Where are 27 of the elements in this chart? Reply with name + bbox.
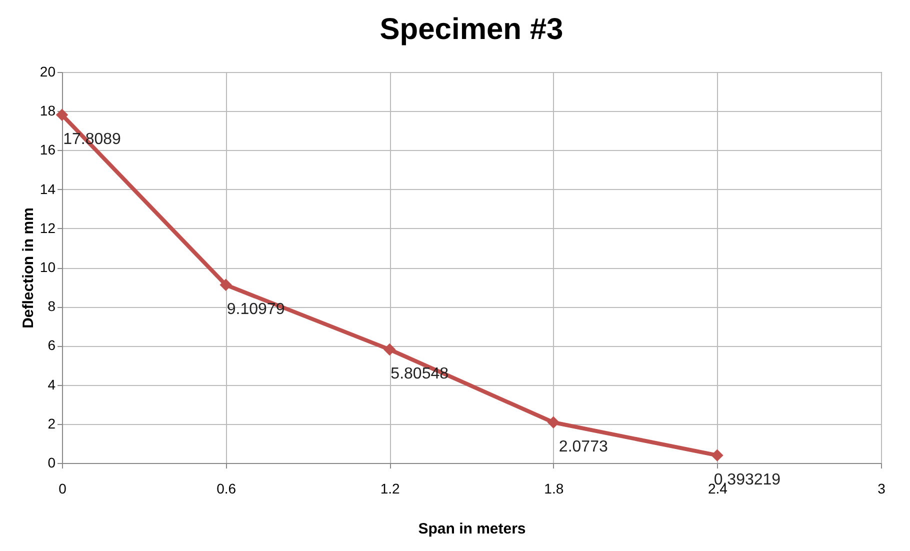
y-tick-label: 6 bbox=[48, 337, 56, 354]
x-tick-label: 1.8 bbox=[544, 480, 564, 496]
point bbox=[220, 278, 232, 292]
y-tick-label: 12 bbox=[40, 220, 56, 236]
y-tick-label: 2 bbox=[48, 415, 56, 432]
y-tick-label: 0 bbox=[48, 454, 56, 470]
chart-title: Specimen #3 bbox=[380, 13, 564, 46]
point bbox=[547, 416, 560, 429]
data-label: 5.80548 bbox=[390, 366, 449, 383]
data-label: 2.0773 bbox=[558, 438, 608, 456]
data-label: 9.10979 bbox=[226, 300, 285, 318]
x-tick-label: 0 bbox=[58, 480, 67, 496]
point bbox=[383, 343, 396, 356]
y-tick-label: 20 bbox=[40, 64, 56, 80]
x-tick-label: 1.2 bbox=[380, 480, 400, 496]
y-tick-label: 4 bbox=[48, 376, 56, 392]
point bbox=[711, 449, 724, 462]
y-tick-label: 18 bbox=[40, 102, 56, 119]
y-tick-label: 16 bbox=[40, 142, 56, 158]
x-tick-label: 0.6 bbox=[216, 480, 236, 496]
y-tick-label: 14 bbox=[40, 180, 56, 197]
point bbox=[56, 108, 68, 121]
y-axis-title: Deflection in mm bbox=[20, 208, 37, 328]
x-tick-label: 3 bbox=[878, 480, 886, 496]
y-tick-label: 8 bbox=[48, 298, 56, 314]
x-axis-title: Span in meters bbox=[418, 520, 526, 538]
y-tick-label: 10 bbox=[40, 259, 56, 275]
